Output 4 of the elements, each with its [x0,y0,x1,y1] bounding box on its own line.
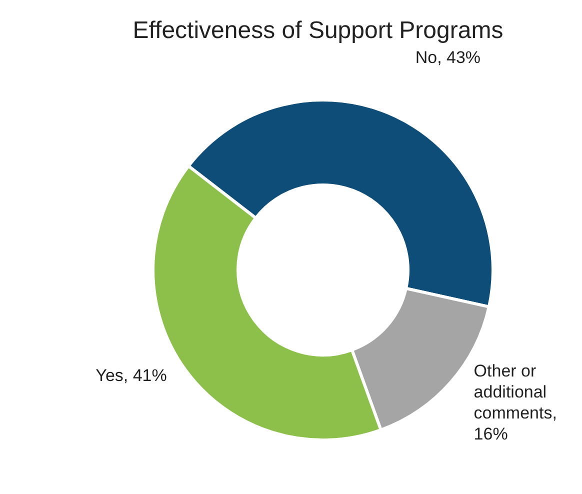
slice-label: Yes, 41% [96,366,167,385]
slice-label: Other or additional comments, 16% [474,360,557,443]
chart-title: Effectiveness of Support Programs [132,17,504,44]
slice-label: No, 43% [415,48,481,67]
